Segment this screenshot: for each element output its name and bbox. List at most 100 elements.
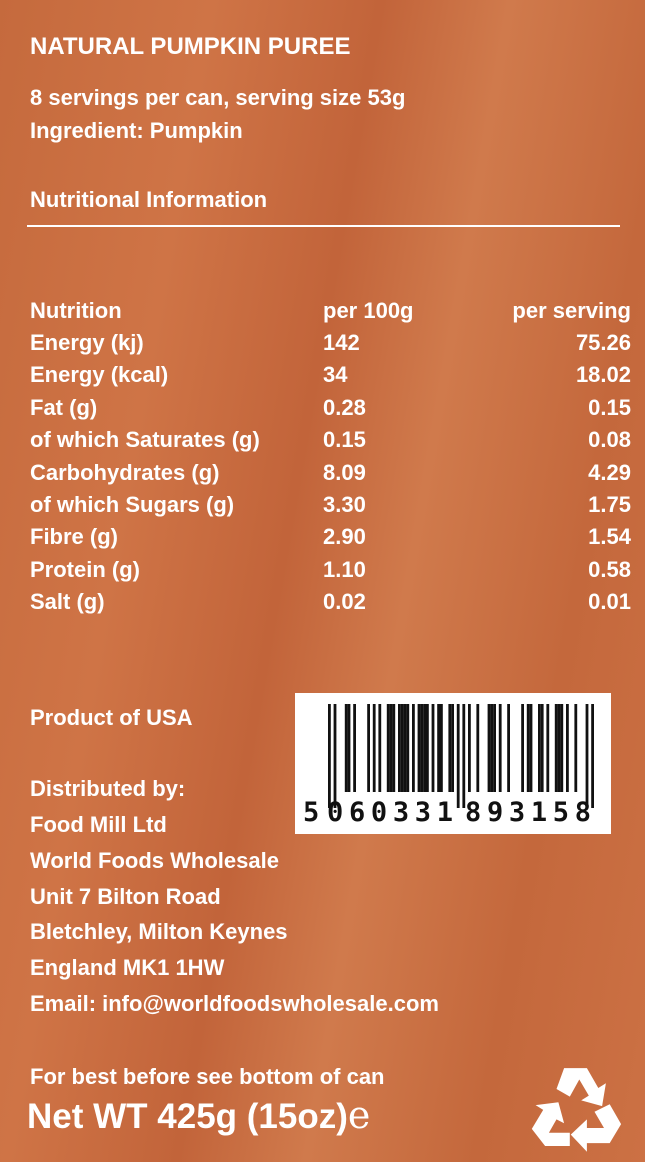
nutrient-name: Fibre (g) [30,524,118,550]
barcode-bars: 5 060331 893158 [303,704,594,828]
table-row: Carbohydrates (g) 8.09 4.29 [30,460,631,490]
barcode-bar [448,704,452,792]
recycle-icon [531,1068,622,1152]
per-serving-value: 1.75 [588,492,631,517]
barcode-bar [440,704,443,792]
barcode-bar [468,704,471,792]
address-line: Bletchley, Milton Keynes [30,919,288,945]
per-100g-value: 3.30 [323,492,366,517]
nutrient-name: of which Sugars (g) [30,492,235,517]
nutrient-name: Fat (g) [30,394,98,420]
ingredient-info: Ingredient: Pumpkin [30,118,243,143]
nutrition-heading: Nutritional Information [30,187,268,212]
table-row: Fat (g) 0.28 0.15 [30,395,631,425]
table-header: Nutrition per 100g per serving [30,298,631,328]
net-weight: Net WT 425g (15oz)e [27,1093,370,1137]
table-row: of which Saturates (g) 0.15 0.08 [30,427,631,457]
address-line: Food Mill Ltd [30,812,167,837]
per-100g-value: 142 [323,330,360,355]
barcode-bar [521,704,524,792]
per-100g-value: 1.10 [323,556,366,582]
barcode-bar [417,704,421,792]
nutrient-name: of which Saturates (g) [30,427,260,453]
nutrient-name: Protein (g) [30,556,140,582]
barcode-bar [333,704,337,808]
address-line: World Foods Wholesale [30,847,279,873]
barcode-bar [560,704,564,792]
origin: Product of USA [30,705,193,730]
barcode-bar [431,704,435,792]
barcode-bar [353,704,356,792]
per-100g-value: 2.90 [323,524,366,550]
barcode-bar [400,704,404,792]
product-title: NATURAL PUMPKIN PUREE [30,33,351,60]
table-row: Salt (g) 0.02 0.01 [30,589,631,619]
heading-divider [27,225,620,227]
barcode-bar [392,704,396,792]
barcode-bar [347,704,351,792]
per-serving-value: 0.01 [588,589,631,615]
per-serving-value: 1.54 [588,524,631,550]
barcode-bar [476,704,480,792]
per-serving-value: 0.08 [588,427,631,453]
address-line: Email: info@worldfoodswholesale.com [30,991,439,1016]
barcode-bar [540,704,544,792]
per-100g-value: 0.15 [323,427,366,453]
table-row: Energy (kj) 142 75.26 [30,330,631,360]
barcode-bar [328,704,331,808]
distributor-label: Distributed by: [30,776,186,801]
barcode-bar [420,704,424,792]
barcode-bar [487,704,491,792]
barcode: 5 060331 893158 [295,693,611,834]
table-row: of which Sugars (g) 3.30 1.75 [30,492,631,522]
table-row: Energy (kcal) 34 18.02 [30,362,631,392]
barcode-bar [591,704,594,808]
barcode-bar [490,704,494,792]
per-serving-value: 75.26 [575,330,631,355]
barcode-bar [372,704,376,792]
barcode-bar [367,704,370,792]
servings-info: 8 servings per can, serving size 53g [30,85,406,110]
barcode-bar [557,704,561,792]
nutrient-name: Energy (kj) [30,330,144,355]
nutrient-name: Carbohydrates (g) [30,459,220,485]
barcode-bar [538,704,541,792]
per-serving-value: 4.29 [588,459,631,485]
barcode-bar [529,704,533,792]
barcode-bar [344,704,348,792]
column-header: Nutrition [30,298,122,323]
barcode-bar [456,704,460,808]
column-header: per serving [512,298,631,323]
estimated-e-mark: e [347,1093,371,1137]
column-header: per 100g [323,298,414,323]
barcode-bar [574,704,578,792]
per-serving-value: 0.15 [588,394,631,420]
table-row: Fibre (g) 2.90 1.54 [30,524,631,554]
best-before-note: For best before see bottom of can [30,1064,385,1089]
barcode-bar [507,704,510,792]
barcode-bar [386,704,390,792]
barcode-bar [398,704,401,792]
barcode-left-digits: 060331 [327,797,453,828]
barcode-bar [546,704,550,792]
per-100g-value: 8.09 [323,459,366,485]
per-serving-value: 18.02 [575,362,631,388]
net-weight-text: Net WT 425g (15oz) [27,1097,348,1136]
barcode-bar [554,704,558,792]
per-100g-value: 0.28 [323,394,366,420]
barcode-bar [406,704,410,792]
per-100g-value: 0.02 [323,589,366,615]
barcode-bar [462,704,466,808]
barcode-bar [412,704,415,792]
barcode-right-digits: 893158 [465,797,591,828]
per-serving-value: 0.58 [588,556,631,582]
barcode-bar [426,704,429,792]
barcode-bar [566,704,569,792]
barcode-bar [403,704,407,792]
barcode-bar [389,704,393,792]
barcode-bar [451,704,454,792]
barcode-bar [493,704,496,792]
barcode-bar [526,704,530,792]
nutrient-name: Salt (g) [30,589,105,615]
barcode-bar [585,704,589,808]
